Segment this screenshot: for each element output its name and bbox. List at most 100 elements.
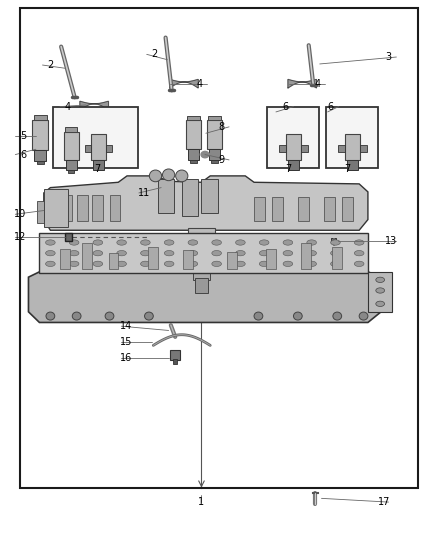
Ellipse shape — [354, 240, 364, 245]
Bar — [110, 195, 120, 221]
Ellipse shape — [376, 301, 385, 306]
Text: 7: 7 — [285, 164, 291, 174]
Bar — [368, 272, 392, 312]
Text: 7: 7 — [344, 164, 350, 174]
Bar — [182, 179, 198, 216]
Ellipse shape — [236, 240, 245, 245]
Bar — [267, 107, 319, 168]
Bar — [332, 249, 342, 269]
Bar — [61, 195, 72, 221]
Bar — [92, 195, 103, 221]
Bar — [37, 161, 44, 165]
Ellipse shape — [354, 251, 364, 256]
Ellipse shape — [331, 261, 340, 266]
Ellipse shape — [72, 312, 81, 320]
Ellipse shape — [46, 261, 55, 266]
Bar — [360, 145, 367, 152]
Ellipse shape — [145, 312, 153, 320]
Text: 1: 1 — [198, 497, 204, 507]
Ellipse shape — [359, 312, 368, 320]
Ellipse shape — [354, 261, 364, 266]
Bar — [339, 145, 345, 152]
Bar — [37, 201, 46, 223]
Ellipse shape — [141, 261, 150, 266]
Text: 6: 6 — [20, 150, 26, 159]
Bar — [201, 179, 218, 213]
Bar — [32, 120, 48, 150]
Bar — [188, 149, 199, 160]
Text: 13: 13 — [385, 236, 397, 246]
Ellipse shape — [46, 240, 55, 245]
Ellipse shape — [188, 261, 198, 266]
Ellipse shape — [149, 170, 162, 182]
Text: 12: 12 — [14, 232, 26, 242]
Bar — [64, 132, 79, 160]
Bar — [34, 115, 47, 120]
Ellipse shape — [93, 240, 102, 245]
Ellipse shape — [69, 261, 79, 266]
Bar — [148, 244, 158, 269]
Ellipse shape — [117, 251, 127, 256]
Text: 2: 2 — [47, 60, 53, 70]
Ellipse shape — [259, 261, 269, 266]
Ellipse shape — [93, 261, 102, 266]
Bar — [183, 253, 193, 269]
Bar — [82, 245, 92, 269]
Bar — [65, 233, 72, 241]
Bar — [65, 127, 78, 132]
Ellipse shape — [283, 240, 293, 245]
Text: 17: 17 — [378, 497, 390, 507]
Ellipse shape — [164, 240, 174, 245]
Ellipse shape — [307, 251, 317, 256]
Ellipse shape — [376, 277, 385, 282]
Bar — [301, 250, 311, 269]
Bar — [342, 197, 353, 221]
Ellipse shape — [105, 312, 114, 320]
Bar — [77, 195, 88, 221]
Bar — [188, 228, 215, 256]
Ellipse shape — [191, 151, 199, 158]
Polygon shape — [44, 176, 368, 230]
Bar — [298, 197, 309, 221]
Bar — [254, 197, 265, 221]
Bar — [266, 245, 276, 269]
Bar — [93, 160, 104, 170]
Text: 6: 6 — [328, 102, 334, 111]
Ellipse shape — [188, 240, 198, 245]
Bar — [195, 278, 208, 293]
Ellipse shape — [236, 251, 245, 256]
Text: 6: 6 — [283, 102, 289, 111]
Polygon shape — [170, 79, 198, 88]
Ellipse shape — [283, 251, 293, 256]
Ellipse shape — [307, 261, 317, 266]
Ellipse shape — [46, 312, 55, 320]
Bar — [106, 145, 113, 152]
Ellipse shape — [117, 240, 127, 245]
Text: 16: 16 — [120, 353, 132, 363]
Ellipse shape — [176, 170, 188, 182]
Bar — [191, 160, 197, 163]
Ellipse shape — [93, 251, 102, 256]
Ellipse shape — [283, 261, 293, 266]
Bar — [193, 254, 210, 280]
Bar — [208, 116, 221, 120]
Bar — [60, 249, 70, 269]
Bar — [170, 350, 180, 360]
Text: 15: 15 — [120, 337, 132, 347]
Bar — [207, 120, 222, 149]
Ellipse shape — [333, 312, 342, 320]
Bar — [91, 134, 106, 160]
Bar — [35, 150, 46, 161]
Bar — [66, 160, 77, 170]
Bar — [53, 107, 138, 168]
Ellipse shape — [212, 251, 222, 256]
Ellipse shape — [259, 240, 269, 245]
Ellipse shape — [188, 251, 198, 256]
Text: 10: 10 — [14, 209, 26, 219]
Ellipse shape — [117, 261, 127, 266]
Text: 8: 8 — [218, 122, 224, 132]
Ellipse shape — [254, 312, 263, 320]
Bar — [68, 170, 74, 173]
Ellipse shape — [164, 261, 174, 266]
Bar — [324, 197, 335, 221]
